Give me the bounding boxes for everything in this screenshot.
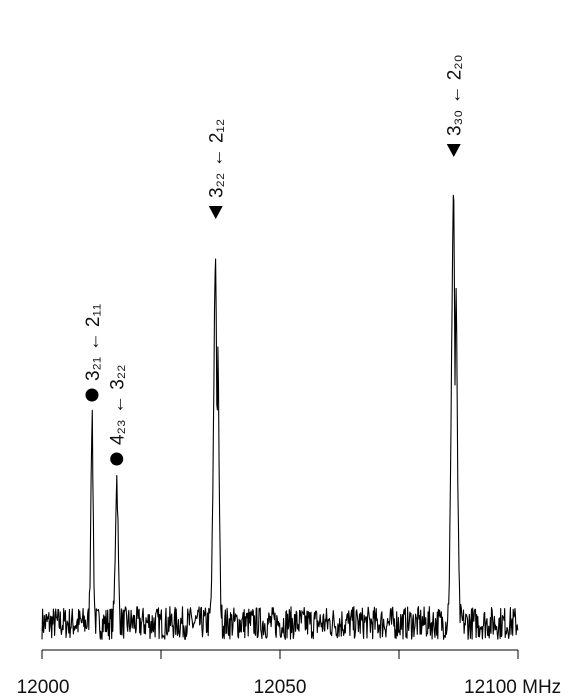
peak-label: 3₃₀ ← 2₂₀	[445, 54, 466, 136]
peak-label: 3₂₂ ← 2₁₂	[207, 119, 228, 198]
peak-marker-triangle	[208, 206, 223, 219]
spectrum-trace	[41, 194, 519, 640]
x-tick-label: 12000	[17, 677, 70, 698]
peak-marker-circle	[85, 388, 99, 402]
peak-label: 4₂₃ ← 3₂₂	[108, 364, 129, 445]
peak-marker-triangle	[446, 144, 461, 157]
peak-markers	[85, 144, 461, 466]
x-tick-label: 12050	[254, 677, 307, 698]
peak-label: 3₂₁ ← 2₁₁	[83, 304, 104, 381]
x-tick-label: 12100 MHz	[464, 677, 561, 698]
peak-marker-circle	[110, 452, 124, 466]
x-axis-ticks: 12000 12050 12100 MHz	[17, 650, 561, 698]
